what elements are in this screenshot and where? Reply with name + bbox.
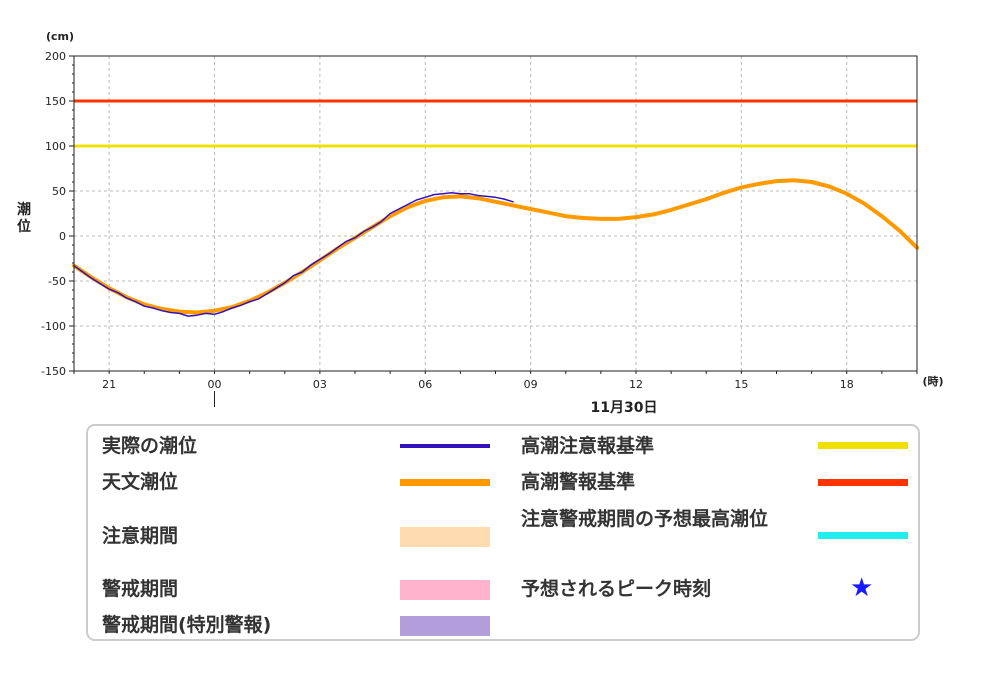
plot-area	[74, 56, 917, 371]
x-tick-label: 00	[208, 378, 222, 391]
legend-label-peak-time: 予想されるピーク時刻	[521, 578, 712, 600]
star-icon: ★	[850, 573, 874, 603]
y-tick-label: 150	[45, 95, 66, 108]
legend-panel: 実際の潮位 天文潮位 注意期間 警戒期間 警戒期間(特別警報) 高潮注意報基準 …	[86, 424, 920, 641]
y-axis-label-char: 潮	[17, 201, 31, 218]
date-label: 11月30日	[591, 400, 658, 416]
y-tick-label: 200	[45, 50, 66, 63]
y-tick-label: 50	[52, 185, 66, 198]
y-tick-label: 100	[45, 140, 66, 153]
plot-frame	[73, 55, 918, 372]
legend-swatch-caution-period	[400, 527, 490, 547]
x-tick-label: 18	[840, 378, 854, 391]
legend-label-special-warning-period: 警戒期間(特別警報)	[102, 614, 272, 636]
x-tick-label: 03	[313, 378, 327, 391]
y-axis-label-char: 位	[17, 218, 31, 235]
series-line-astronomical-tide	[72, 178, 919, 315]
legend-label-high-tide-warning: 高潮警報基準	[521, 471, 636, 493]
legend-label-high-tide-advisory: 高潮注意報基準	[521, 435, 655, 457]
legend-swatch-predicted-max-tide	[818, 532, 908, 539]
legend-label-astronomical-tide: 天文潮位	[102, 471, 179, 493]
x-tick-label: 12	[629, 378, 643, 391]
legend-label-warning-period: 警戒期間	[102, 578, 179, 600]
series-line-actual-tide	[73, 192, 514, 317]
legend-swatch-warning-period	[400, 580, 490, 600]
y-tick-label: -100	[41, 320, 66, 333]
legend-swatch-high-tide-warning	[818, 479, 908, 486]
x-tick-label: 06	[418, 378, 432, 391]
legend-swatch-high-tide-advisory	[818, 442, 908, 449]
x-tick-label: 15	[734, 378, 748, 391]
legend-label-actual-tide: 実際の潮位	[102, 435, 198, 457]
tide-chart: 200 150 100 50 0 -50 -100 -150 21 00 03 06 09 12 15 18 (…	[17, 30, 944, 416]
tide-chart-svg: 200 150 100 50 0 -50 -100 -150 21 00 03 06 09 12 15 18 (…	[17, 30, 944, 416]
y-tick-label: -150	[41, 365, 66, 378]
legend-label-predicted-max-tide: 注意警戒期間の予想最高潮位	[521, 508, 769, 530]
x-tick-label: 09	[524, 378, 538, 391]
y-unit-label: (cm)	[46, 30, 74, 43]
legend-swatch-special-warning-period	[400, 616, 490, 636]
legend-swatch-astronomical-tide	[400, 479, 490, 486]
y-tick-label: 0	[59, 230, 66, 243]
x-tick-label: 21	[102, 378, 116, 391]
x-unit-label: (時)	[922, 374, 943, 388]
y-tick-label: -50	[48, 275, 66, 288]
legend-swatch-actual-tide	[400, 444, 490, 448]
legend-label-caution-period: 注意期間	[102, 525, 179, 547]
